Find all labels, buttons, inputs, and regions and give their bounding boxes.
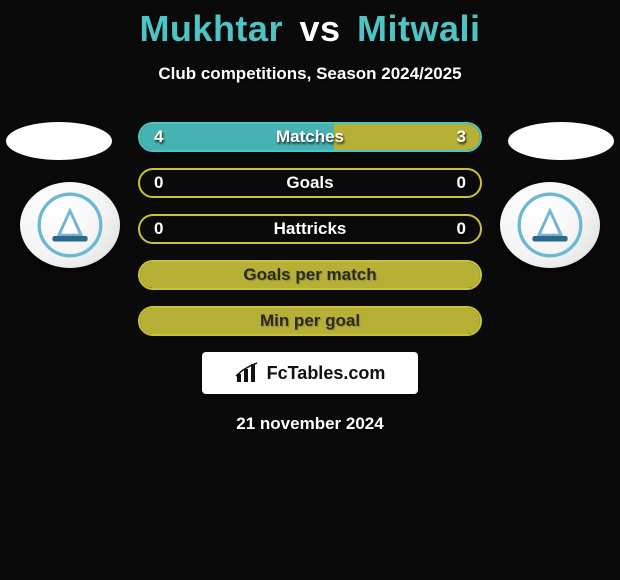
stat-value-right: 3 xyxy=(457,127,466,147)
stat-row: Min per goal xyxy=(138,306,482,336)
stat-label: Goals per match xyxy=(140,265,480,285)
stat-label: Min per goal xyxy=(140,311,480,331)
stat-rows: 4Matches30Goals00Hattricks0Goals per mat… xyxy=(138,122,482,336)
player2-name: Mitwali xyxy=(357,8,481,49)
player1-avatar-placeholder xyxy=(6,122,112,160)
stat-row: 0Hattricks0 xyxy=(138,214,482,244)
brand-badge: FcTables.com xyxy=(202,352,418,394)
brand-text: FcTables.com xyxy=(267,363,386,384)
player1-club-logo xyxy=(20,182,120,268)
page-title: Mukhtar vs Mitwali xyxy=(0,0,620,50)
subtitle: Club competitions, Season 2024/2025 xyxy=(0,64,620,84)
bar-chart-icon xyxy=(235,362,261,384)
player2-avatar-placeholder xyxy=(508,122,614,160)
comparison-card: Mukhtar vs Mitwali Club competitions, Se… xyxy=(0,0,620,434)
date-text: 21 november 2024 xyxy=(0,414,620,434)
club-crest-icon xyxy=(517,192,583,258)
stat-row: Goals per match xyxy=(138,260,482,290)
vs-text: vs xyxy=(299,8,340,49)
stat-label: Goals xyxy=(140,173,480,193)
stat-row: 4Matches3 xyxy=(138,122,482,152)
stat-label: Matches xyxy=(140,127,480,147)
club-crest-icon xyxy=(37,192,103,258)
stat-row: 0Goals0 xyxy=(138,168,482,198)
player2-club-logo xyxy=(500,182,600,268)
player1-name: Mukhtar xyxy=(139,8,283,49)
stat-label: Hattricks xyxy=(140,219,480,239)
stat-value-right: 0 xyxy=(457,173,466,193)
stat-value-right: 0 xyxy=(457,219,466,239)
content-area: 4Matches30Goals00Hattricks0Goals per mat… xyxy=(0,122,620,434)
